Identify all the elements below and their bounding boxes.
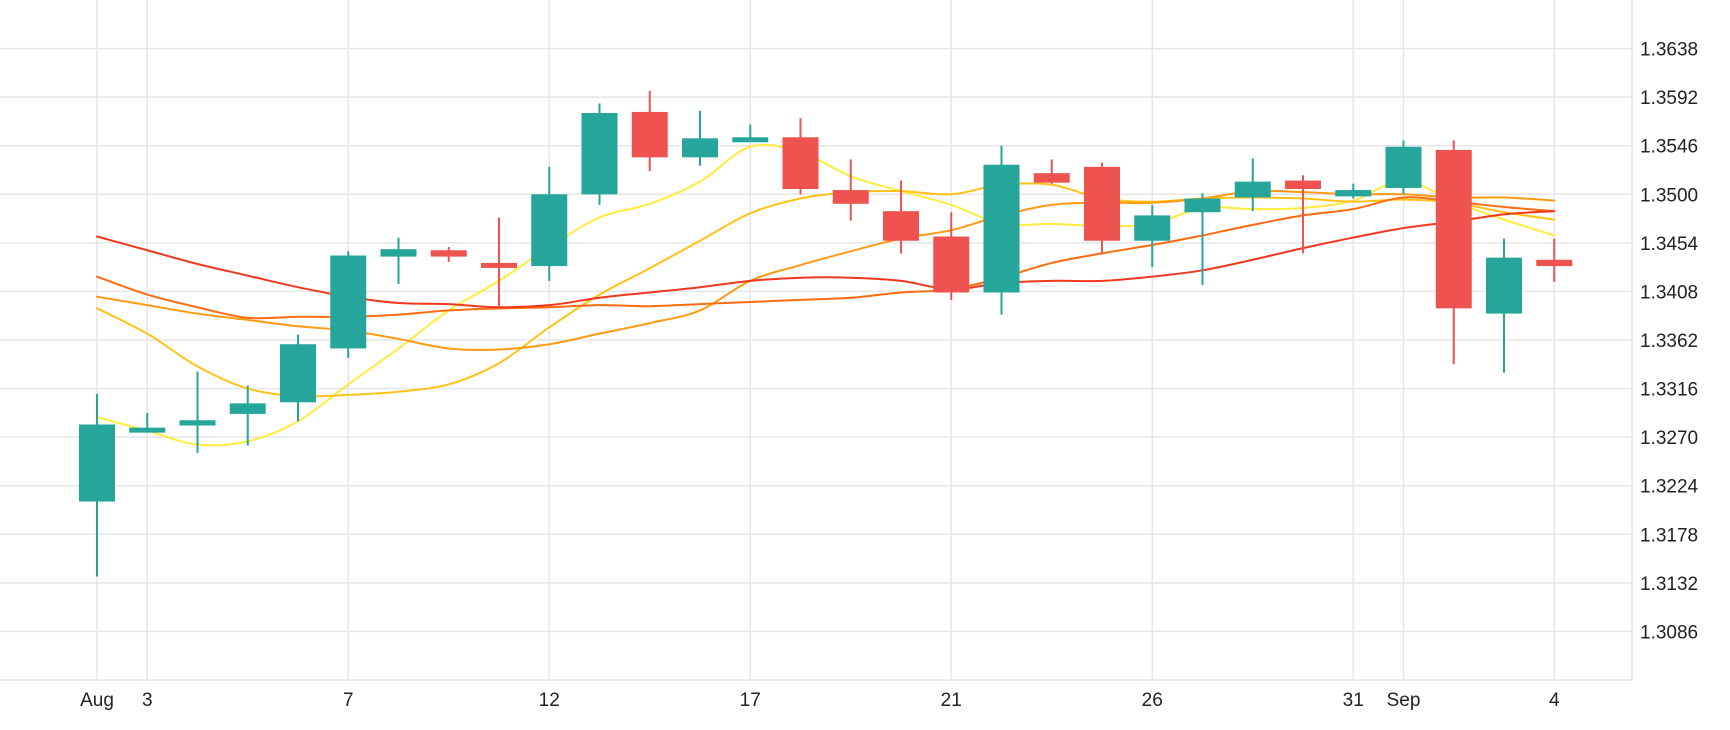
candle xyxy=(330,251,367,358)
x-tick-label: 12 xyxy=(539,690,560,711)
candle-body xyxy=(229,403,266,414)
y-tick-label: 1.3132 xyxy=(1640,574,1698,595)
y-tick-label: 1.3638 xyxy=(1640,40,1698,61)
candle-body xyxy=(631,111,668,158)
candle-body xyxy=(581,112,618,195)
y-tick-label: 1.3408 xyxy=(1640,282,1698,303)
x-tick-label: 17 xyxy=(740,690,761,711)
candle-body xyxy=(79,424,115,502)
y-tick-label: 1.3086 xyxy=(1640,622,1698,643)
indicator-line-5 xyxy=(96,210,1556,309)
candles xyxy=(79,90,1573,577)
candle-body xyxy=(1536,259,1573,267)
candle xyxy=(1234,158,1271,212)
candle-body xyxy=(481,262,517,268)
x-tick-label: 7 xyxy=(343,690,354,711)
candle xyxy=(832,159,869,221)
indicator-line-3 xyxy=(96,189,1556,351)
candle xyxy=(481,217,517,307)
candle-body xyxy=(280,344,316,403)
x-tick-label: 31 xyxy=(1343,690,1364,711)
candle-body xyxy=(1234,181,1271,198)
candle-body xyxy=(531,194,568,267)
candle xyxy=(1385,140,1422,195)
indicator-line-1 xyxy=(96,143,1556,447)
candle-body xyxy=(430,250,467,257)
x-tick-label: 26 xyxy=(1142,690,1163,711)
candle-body xyxy=(732,137,769,143)
grid xyxy=(0,0,1633,681)
candle xyxy=(1285,175,1321,254)
candle xyxy=(1084,162,1120,255)
x-tick-label: 21 xyxy=(941,690,962,711)
candle-body xyxy=(1084,166,1120,241)
y-tick-label: 1.3546 xyxy=(1640,137,1698,158)
candle xyxy=(782,118,819,195)
candle xyxy=(983,145,1020,315)
candle-body xyxy=(330,255,367,349)
indicator-line-2 xyxy=(96,182,1556,398)
candle xyxy=(732,124,769,143)
candle-body xyxy=(179,420,216,426)
x-tick-label: Sep xyxy=(1387,690,1421,711)
candle-body xyxy=(129,427,166,433)
candle xyxy=(129,412,166,433)
candle xyxy=(1486,238,1522,373)
candle-body xyxy=(682,138,718,158)
candle xyxy=(79,393,115,577)
candle xyxy=(682,110,718,166)
y-tick-label: 1.3270 xyxy=(1640,428,1698,449)
candle-body xyxy=(1184,198,1221,213)
candle-body xyxy=(1285,180,1321,190)
candle-body xyxy=(1486,257,1522,314)
y-tick-label: 1.3178 xyxy=(1640,525,1698,546)
y-tick-label: 1.3362 xyxy=(1640,331,1698,352)
candle-body xyxy=(782,137,819,190)
x-tick-label: 4 xyxy=(1549,690,1560,711)
candle xyxy=(179,371,216,453)
candle xyxy=(1536,238,1573,282)
x-tick-label: Aug xyxy=(80,690,114,711)
y-tick-label: 1.3592 xyxy=(1640,88,1698,109)
candle-body xyxy=(1033,173,1070,183)
candle xyxy=(581,103,618,205)
x-tick-label: 3 xyxy=(142,690,153,711)
axis-labels: 1.3638 1.3592 1.3546 1.3500 1.3454 1.3408 1.33… xyxy=(80,40,1698,711)
candle-body xyxy=(983,164,1020,293)
candle-body xyxy=(1435,149,1472,309)
candle xyxy=(1033,159,1070,184)
candle xyxy=(1335,183,1372,199)
candle xyxy=(883,180,919,254)
candle-body xyxy=(1335,190,1372,197)
y-tick-label: 1.3316 xyxy=(1640,380,1698,401)
candle xyxy=(1435,140,1472,365)
y-tick-label: 1.3500 xyxy=(1640,185,1698,206)
candle xyxy=(531,166,568,281)
candle xyxy=(933,212,970,300)
candle-body xyxy=(1385,146,1422,188)
candle xyxy=(1184,193,1221,286)
y-tick-label: 1.3224 xyxy=(1640,477,1699,498)
candle-body xyxy=(883,211,919,241)
candle-body xyxy=(1134,215,1171,241)
candle-body xyxy=(933,236,970,293)
y-tick-label: 1.3454 xyxy=(1640,234,1699,255)
candle xyxy=(430,247,467,262)
candle xyxy=(280,334,316,422)
candle xyxy=(380,237,417,285)
candle xyxy=(631,90,668,172)
candle-body xyxy=(380,249,417,257)
candle-body xyxy=(832,190,869,204)
candle xyxy=(229,385,266,446)
candle xyxy=(1134,204,1171,268)
